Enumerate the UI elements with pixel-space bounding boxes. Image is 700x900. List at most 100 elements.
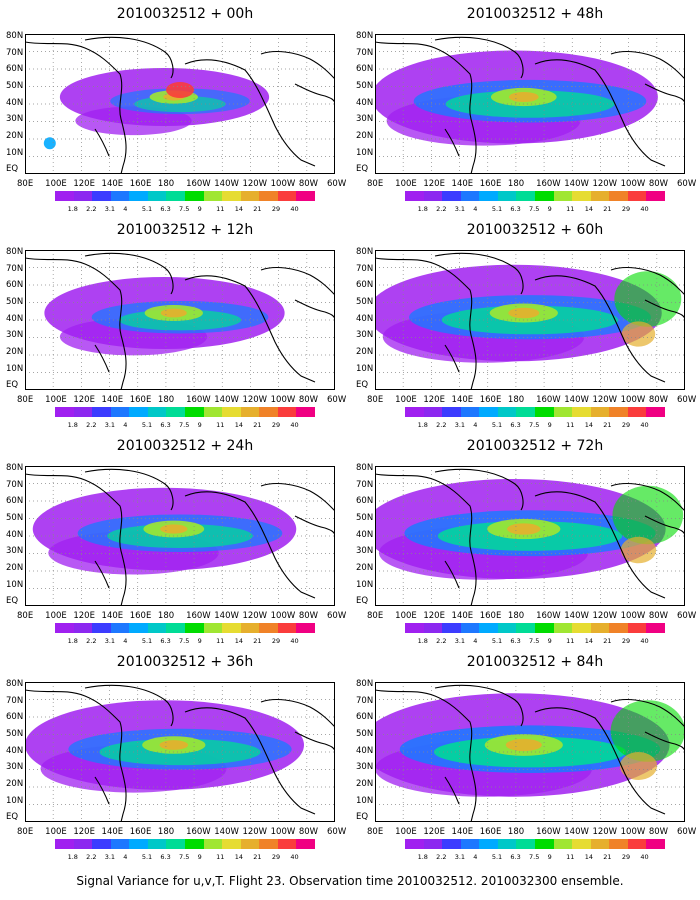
colorbar-label: 3.1	[104, 853, 116, 861]
longitude-label: 100W	[620, 611, 646, 621]
longitude-label: 140E	[451, 611, 474, 621]
colorbar-label: 1.8	[67, 853, 78, 861]
panel-title: 2010032512 + 12h	[116, 222, 254, 238]
colorbar-label: 4	[473, 637, 478, 645]
colorbar-label: 6.3	[160, 205, 171, 213]
longitude-label: 160E	[129, 611, 152, 621]
colorbar-swatch	[92, 839, 111, 849]
colorbar-swatch	[73, 407, 93, 417]
longitude-label: 80W	[298, 827, 319, 837]
colorbar-swatch	[240, 407, 260, 417]
colorbar-swatch	[147, 623, 167, 633]
colorbar-swatch	[147, 191, 167, 201]
longitude-label: 100W	[270, 179, 296, 189]
colorbar-swatch	[609, 407, 628, 417]
colorbar-label: 3.1	[104, 205, 116, 213]
map-frame	[375, 34, 685, 174]
longitude-label: 100E	[395, 395, 417, 405]
colorbar-label: 3.1	[104, 421, 116, 429]
colorbar-swatch	[646, 623, 665, 633]
colorbar-swatch	[166, 623, 185, 633]
longitude-label: 80E	[367, 827, 384, 837]
coastline	[294, 515, 335, 537]
colorbar-label: 1.8	[417, 421, 428, 429]
longitude-label: 100W	[620, 827, 646, 837]
longitude-label: 160W	[536, 395, 561, 405]
latitude-label: 50N	[6, 729, 24, 739]
colorbar-label: 14	[234, 637, 243, 645]
colorbar-label: 4	[473, 421, 478, 429]
colorbar-label: 4	[123, 421, 128, 429]
colorbar-label: 40	[290, 205, 299, 213]
colorbar-swatch	[553, 407, 573, 417]
colorbar-swatch	[129, 623, 148, 633]
colorbar-label: 5.1	[141, 853, 153, 861]
colorbar-label: 5.1	[141, 205, 153, 213]
longitude-label: 160W	[536, 611, 561, 621]
colorbar-label: 14	[584, 853, 593, 861]
colorbar-swatch	[73, 191, 93, 201]
latitude-label: 50N	[6, 513, 24, 523]
map-panel: 2010032512 + 12h 80N 70N 60N 50N 40N 30N 20N 10N…	[6, 216, 350, 429]
coastline	[444, 128, 460, 157]
longitude-label: 100E	[395, 827, 417, 837]
colorbar-swatch	[609, 839, 628, 849]
variance-maximum	[160, 524, 188, 534]
colorbar-label: 21	[603, 637, 612, 645]
longitude-label: 80W	[648, 179, 669, 189]
latitude-label: 20N	[356, 779, 374, 789]
map-frame	[25, 250, 335, 390]
variance-field	[614, 271, 682, 327]
longitude-label: 100E	[45, 395, 67, 405]
colorbar-label: 4	[473, 205, 478, 213]
colorbar-label: 6.3	[510, 637, 521, 645]
longitude-label: 160E	[479, 179, 502, 189]
colorbar-label: 7.5	[179, 205, 190, 213]
longitude-label: 160W	[186, 179, 211, 189]
longitude-label: 120E	[73, 827, 95, 837]
latitude-label: 70N	[356, 263, 374, 274]
longitude-label: 120E	[73, 611, 95, 621]
coastline	[434, 252, 524, 295]
colorbar-label: 2.2	[436, 853, 447, 861]
latitude-label: 30N	[6, 762, 24, 773]
longitude-label: 120E	[423, 179, 445, 189]
coastline	[375, 41, 477, 174]
longitude-label: 180	[507, 611, 525, 621]
longitude-label: 120W	[242, 179, 268, 189]
colorbar-label: 7.5	[179, 421, 190, 429]
colorbar-label: 1.8	[67, 205, 78, 213]
colorbar-swatch	[147, 839, 167, 849]
colorbar-label: 9	[197, 205, 202, 213]
latitude-label: 70N	[356, 479, 374, 490]
latitude-label: 60N	[6, 280, 24, 291]
coastline	[94, 776, 110, 805]
colorbar-swatch	[553, 623, 573, 633]
colorbar-swatch	[222, 191, 241, 201]
colorbar-label: 40	[290, 421, 299, 429]
longitude-label: 100W	[620, 395, 646, 405]
coastline	[434, 468, 524, 511]
colorbar-label: 7.5	[179, 853, 190, 861]
colorbar-swatch	[259, 407, 278, 417]
colorbar-label: 11	[566, 205, 575, 213]
panel-title: 2010032512 + 84h	[466, 654, 604, 670]
latitude-label: 10N	[6, 363, 24, 374]
colorbar-swatch	[590, 191, 610, 201]
variance-field	[612, 485, 684, 545]
colorbar-label: 4	[123, 205, 128, 213]
latitude-label: 50N	[356, 729, 374, 739]
coastline	[610, 266, 685, 296]
colorbar-swatch	[572, 839, 591, 849]
colorbar-label: 14	[584, 637, 593, 645]
colorbar-swatch	[296, 407, 315, 417]
coastline	[644, 731, 685, 753]
longitude-label: 120W	[592, 611, 618, 621]
coastline	[375, 473, 477, 606]
colorbar-label: 1.8	[417, 637, 428, 645]
colorbar-swatch	[460, 623, 480, 633]
variance-maximum	[621, 321, 656, 347]
colorbar-swatch	[185, 191, 204, 201]
colorbar-swatch	[73, 839, 93, 849]
colorbar-swatch	[185, 407, 204, 417]
